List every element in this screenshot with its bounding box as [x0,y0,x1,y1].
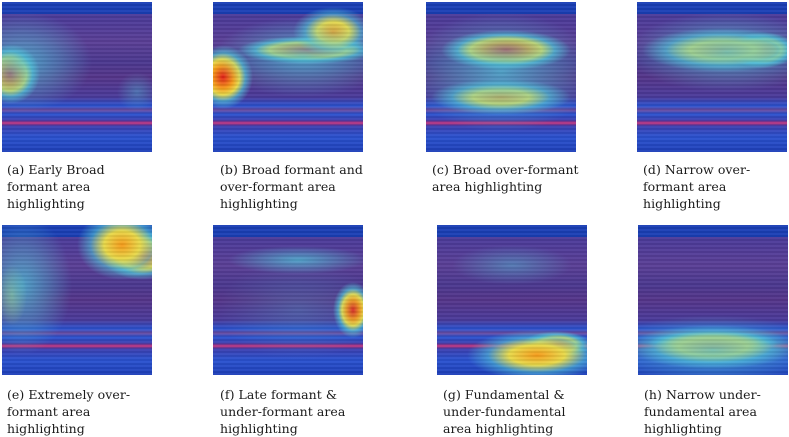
caption-a: (a) Early Broad formant area highlightin… [7,162,105,211]
activation-region [637,2,787,152]
heatmap-g [437,225,587,375]
activation-region [213,225,363,375]
caption-h: (h) Narrow under-fundamental area highli… [644,387,761,436]
activation-region [2,2,152,152]
activation-region [426,2,576,152]
caption-d: (d) Narrow over-formant area highlightin… [643,162,751,211]
heatmap-texture [2,2,152,152]
activation-region [2,2,152,152]
activation-region [213,2,363,152]
heatmap-texture [213,2,363,152]
caption-e: (e) Extremely over-formant area highligh… [7,387,131,436]
caption-f: (f) Late formant & under-formant area hi… [220,387,346,436]
heatmap-texture [426,2,576,152]
heatmap-texture [213,225,363,375]
caption-b: (b) Broad formant and over-formant area … [220,162,363,211]
heatmap-c [426,2,576,152]
heatmap-a [2,2,152,152]
heatmap-h [638,225,788,375]
heatmap-e [2,225,152,375]
heatmap-texture [437,225,587,375]
activation-region [2,225,152,375]
heatmap-texture [637,2,787,152]
heatmap-texture [638,225,788,375]
activation-region [437,225,587,375]
caption-g: (g) Fundamental & under-fundamental area… [443,387,566,436]
caption-c: (c) Broad over-formant area highlighting [432,162,579,194]
heatmap-d [637,2,787,152]
heatmap-b [213,2,363,152]
activation-region [437,225,587,375]
activation-region [638,225,788,375]
heatmap-f [213,225,363,375]
activation-region [213,225,363,375]
heatmap-texture [2,225,152,375]
